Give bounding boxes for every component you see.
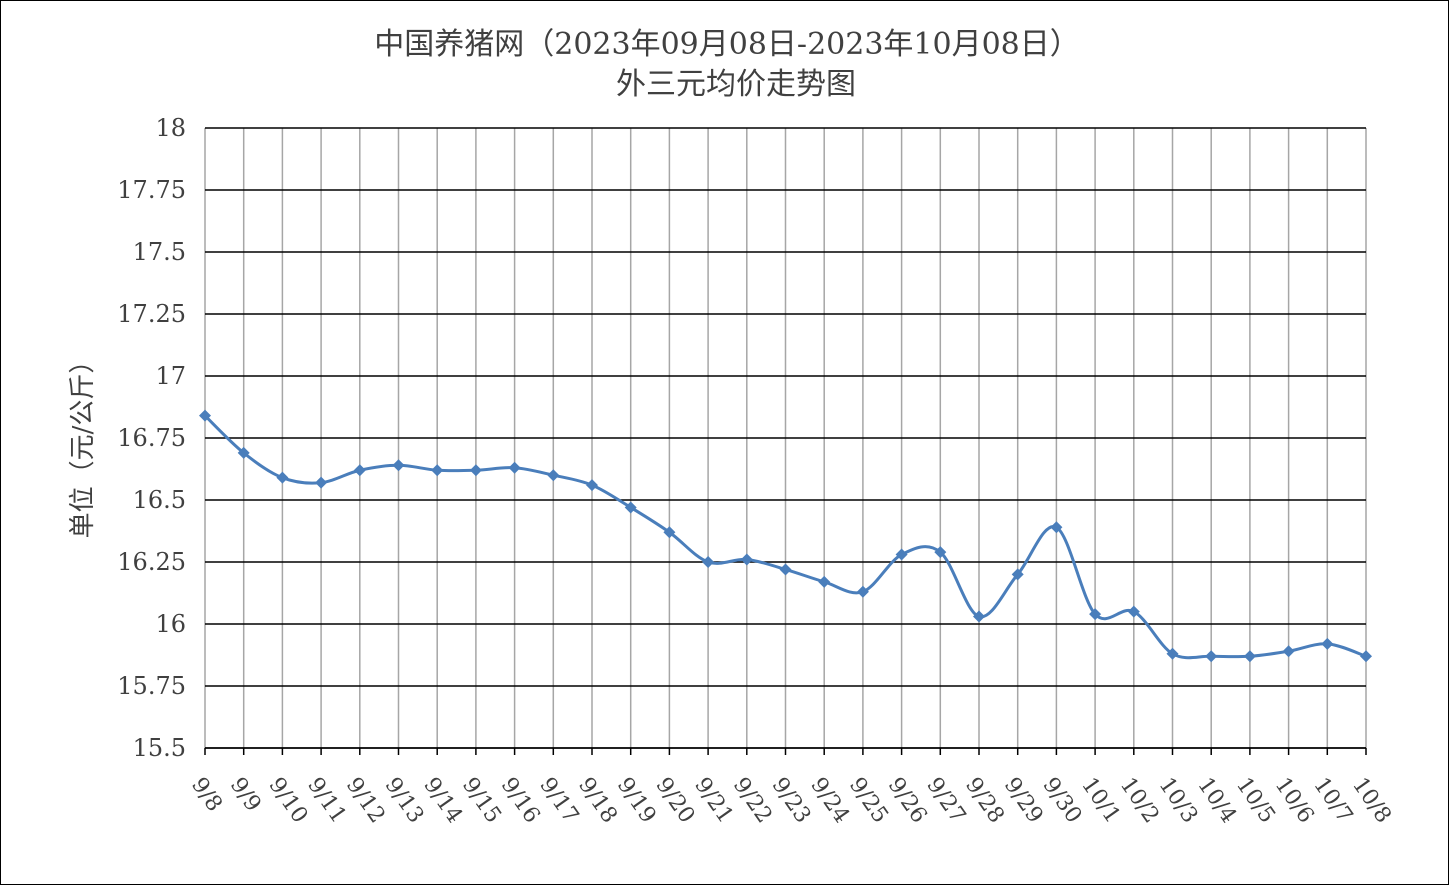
data-point-marker bbox=[663, 526, 676, 539]
x-tick-label: 9/18 bbox=[573, 773, 622, 828]
data-point-marker bbox=[1127, 605, 1140, 618]
data-point-marker bbox=[818, 575, 831, 588]
data-point-marker bbox=[1089, 608, 1102, 621]
x-tick-label: 9/30 bbox=[1037, 773, 1086, 828]
data-point-marker bbox=[469, 464, 482, 477]
y-tick-label: 17.75 bbox=[117, 176, 186, 204]
x-tick-label: 9/19 bbox=[612, 773, 661, 828]
data-point-marker bbox=[276, 471, 289, 484]
x-tick-label: 9/8 bbox=[186, 773, 227, 816]
x-tick-label: 10/3 bbox=[1154, 773, 1203, 828]
x-tick-label: 9/25 bbox=[844, 773, 893, 828]
data-point-marker bbox=[353, 464, 366, 477]
y-tick-label: 18 bbox=[155, 114, 186, 142]
y-tick-label: 16.25 bbox=[117, 548, 186, 576]
data-point-marker bbox=[547, 469, 560, 482]
data-point-marker bbox=[1243, 650, 1256, 663]
y-tick-label: 16 bbox=[155, 610, 186, 638]
x-tick-label: 10/8 bbox=[1347, 773, 1396, 828]
x-tick-label: 9/13 bbox=[380, 773, 429, 828]
horizontal-gridlines bbox=[205, 127, 1366, 749]
x-tick-label: 9/17 bbox=[534, 773, 583, 828]
data-point-marker bbox=[1011, 568, 1024, 581]
x-tick-label: 9/15 bbox=[457, 773, 506, 828]
data-point-marker bbox=[1050, 521, 1063, 534]
data-point-marker bbox=[315, 476, 328, 489]
data-point-marker bbox=[702, 556, 715, 568]
data-point-marker bbox=[624, 501, 637, 514]
data-point-marker bbox=[1360, 650, 1372, 663]
y-tick-label: 16.5 bbox=[133, 486, 186, 514]
series-markers bbox=[199, 409, 1372, 663]
x-tick-label: 10/6 bbox=[1270, 773, 1319, 828]
chart-title-line1: 中国养猪网（2023年09月08日-2023年10月08日） bbox=[374, 27, 1080, 62]
data-point-marker bbox=[740, 553, 753, 566]
x-tick-label: 9/23 bbox=[767, 773, 816, 828]
data-point-marker bbox=[895, 548, 908, 561]
data-point-marker bbox=[199, 409, 211, 422]
data-point-marker bbox=[1321, 637, 1334, 650]
chart-title-line2: 外三元均价走势图 bbox=[616, 67, 856, 102]
x-tick-label: 10/4 bbox=[1192, 773, 1241, 828]
x-tick-label: 9/28 bbox=[960, 773, 1009, 828]
x-tick-label: 10/1 bbox=[1076, 773, 1125, 828]
y-axis-label: 单位（元/公斤） bbox=[68, 348, 98, 539]
y-tick-label: 15.75 bbox=[117, 672, 186, 700]
data-point-marker bbox=[1205, 650, 1218, 663]
x-tick-label: 9/12 bbox=[341, 773, 390, 828]
x-tick-label: 9/20 bbox=[650, 773, 699, 828]
x-tick-label: 9/9 bbox=[225, 773, 266, 816]
x-tick-label: 9/14 bbox=[418, 773, 467, 828]
data-point-marker bbox=[508, 461, 521, 474]
x-tick-label: 10/7 bbox=[1308, 773, 1357, 828]
y-tick-label: 17.5 bbox=[133, 238, 186, 266]
data-point-marker bbox=[392, 459, 405, 472]
data-point-marker bbox=[856, 585, 869, 598]
data-point-marker bbox=[1166, 647, 1179, 660]
data-point-marker bbox=[1282, 645, 1295, 658]
x-tick-label: 10/5 bbox=[1231, 773, 1280, 828]
x-tick-label: 9/10 bbox=[263, 773, 312, 828]
data-point-marker bbox=[586, 479, 598, 492]
x-tick-label: 10/2 bbox=[1115, 773, 1164, 828]
x-tick-label: 9/16 bbox=[496, 773, 545, 828]
y-tick-label: 17.25 bbox=[117, 300, 186, 328]
x-tick-label: 9/21 bbox=[689, 773, 738, 828]
data-point-marker bbox=[237, 446, 250, 459]
x-tick-label: 9/27 bbox=[921, 773, 970, 828]
x-tick-label: 9/11 bbox=[302, 773, 351, 828]
data-point-marker bbox=[934, 546, 947, 559]
x-tick-label: 9/26 bbox=[883, 773, 932, 828]
y-tick-label: 17 bbox=[155, 362, 186, 390]
data-point-marker bbox=[779, 563, 792, 576]
x-tick-label: 9/22 bbox=[728, 773, 777, 828]
data-point-marker bbox=[431, 464, 444, 477]
x-tick-label: 9/24 bbox=[805, 773, 854, 828]
y-tick-labels: 15.5 15.75 16 16.25 16.5 16.75 17 17.25 17.5 17.7… bbox=[117, 114, 186, 762]
x-tick-labels: 9/89/99/109/119/129/139/149/159/169/179/… bbox=[186, 747, 1396, 828]
data-point-marker bbox=[973, 610, 985, 623]
y-tick-label: 15.5 bbox=[133, 734, 186, 762]
y-tick-label: 16.75 bbox=[117, 424, 186, 452]
x-tick-label: 9/29 bbox=[999, 773, 1048, 828]
